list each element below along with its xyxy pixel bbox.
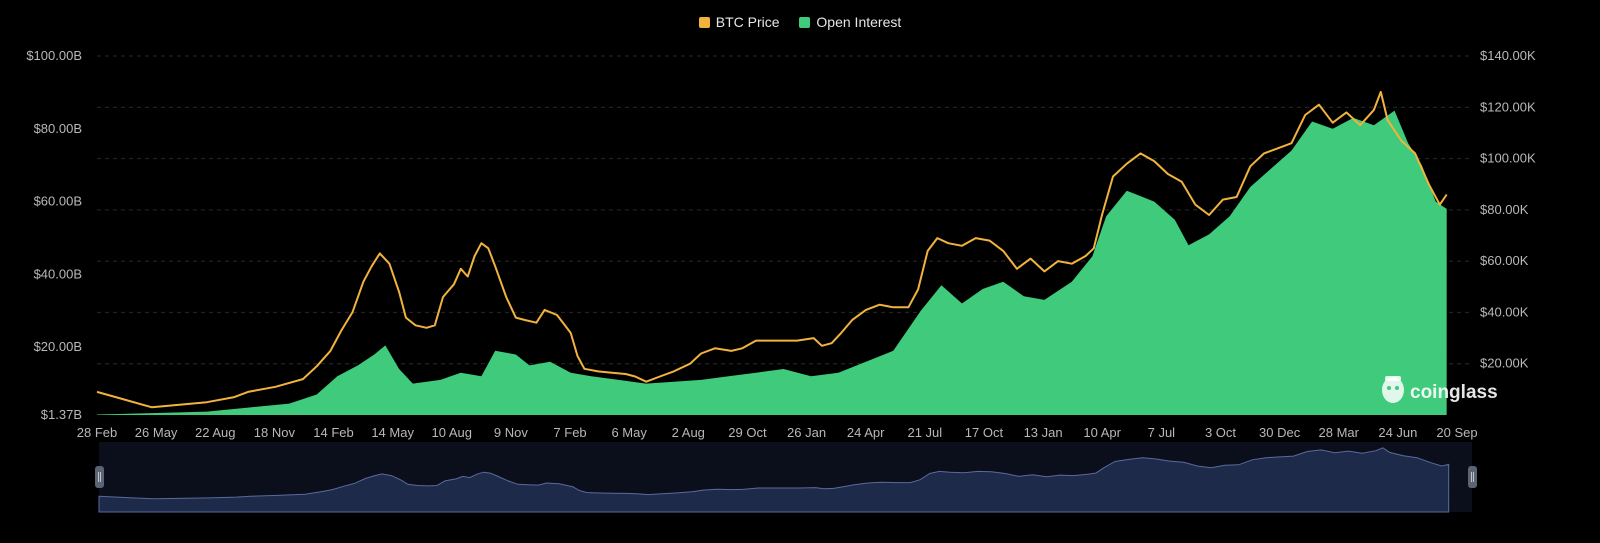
x-tick-label: 3 Oct [1205, 425, 1236, 440]
x-tick-label: 24 Apr [847, 425, 885, 440]
navigator-series [98, 447, 1450, 513]
y-right-tick-label: $140.00K [1480, 48, 1536, 63]
watermark: coinglass [1382, 376, 1498, 403]
plot [96, 90, 1448, 415]
x-tick-label: 14 Feb [313, 425, 353, 440]
x-tick-label: 21 Jul [907, 425, 942, 440]
x-tick-label: 24 Jun [1378, 425, 1417, 440]
y-right-tick-label: $80.00K [1480, 202, 1529, 217]
x-tick-label: 26 May [135, 425, 178, 440]
x-tick-label: 6 May [611, 425, 647, 440]
range-navigator[interactable] [95, 442, 1477, 513]
legend-swatch-open-interest [799, 16, 811, 28]
x-tick-label: 28 Mar [1319, 425, 1360, 440]
x-tick-label: 9 Nov [494, 425, 528, 440]
x-tick-label: 29 Oct [728, 425, 767, 440]
y-right-tick-label: $100.00K [1480, 151, 1536, 166]
navigator-handle-left[interactable] [95, 466, 104, 488]
x-tick-label: 13 Jan [1024, 425, 1063, 440]
legend: BTC Price Open Interest [0, 14, 1600, 31]
x-tick-label: 28 Feb [77, 425, 117, 440]
legend-label-btc-price: BTC Price [715, 14, 780, 30]
navigator-handle-right[interactable] [1468, 466, 1477, 488]
x-axis: 28 Feb 26 May 22 Aug 18 Nov 14 Feb 14 May 10 A… [77, 425, 1478, 440]
y-right-tick-label: $60.00K [1480, 253, 1529, 268]
x-tick-label: 7 Feb [553, 425, 586, 440]
y-left-tick-label: $1.37B [41, 407, 82, 422]
y-right-tick-label: $120.00K [1480, 99, 1536, 114]
y-left-tick-label: $40.00B [34, 266, 82, 281]
open-interest-area [97, 110, 1447, 415]
x-tick-label: 18 Nov [254, 425, 296, 440]
x-tick-label: 30 Dec [1259, 425, 1301, 440]
x-tick-label: 7 Jul [1148, 425, 1176, 440]
x-tick-label: 20 Sep [1436, 425, 1477, 440]
y-left-tick-label: $60.00B [34, 194, 82, 209]
x-tick-label: 14 May [371, 425, 414, 440]
x-tick-label: 10 Apr [1083, 425, 1121, 440]
btc-price-line [96, 90, 1448, 409]
y-left-tick-label: $20.00B [34, 339, 82, 354]
legend-swatch-btc-price [698, 16, 710, 28]
y-axis-left: $1.37B $20.00B $40.00B $60.00B $80.00B $100.0… [26, 48, 82, 422]
x-tick-label: 22 Aug [195, 425, 236, 440]
x-tick-label: 17 Oct [965, 425, 1004, 440]
x-tick-label: 10 Aug [432, 425, 473, 440]
x-tick-label: 2 Aug [672, 425, 705, 440]
y-axis-right: $20.00K $40.00K $60.00K $80.00K $100.00K $120… [1480, 48, 1536, 371]
y-right-tick-label: $40.00K [1480, 304, 1529, 319]
legend-item-open-interest[interactable]: Open Interest [799, 14, 901, 30]
coinglass-logo-icon [1382, 376, 1404, 403]
y-left-tick-label: $100.00B [26, 48, 82, 63]
legend-label-open-interest: Open Interest [816, 14, 902, 30]
legend-item-btc-price[interactable]: BTC Price [698, 14, 780, 30]
watermark-text: coinglass [1410, 382, 1498, 403]
y-left-tick-label: $80.00B [34, 121, 82, 136]
y-right-tick-label: $20.00K [1480, 356, 1529, 371]
x-tick-label: 26 Jan [787, 425, 826, 440]
